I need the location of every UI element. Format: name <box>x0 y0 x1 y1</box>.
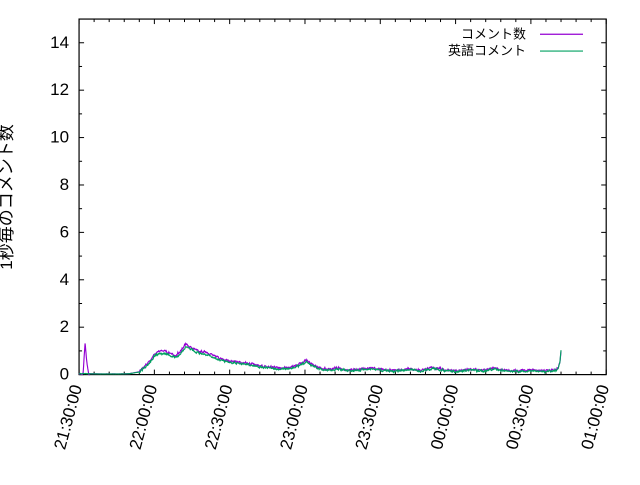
svg-text:英語コメント: 英語コメント <box>448 43 526 58</box>
svg-text:6: 6 <box>60 222 69 241</box>
svg-text:10: 10 <box>50 128 69 147</box>
svg-text:2: 2 <box>60 317 69 336</box>
svg-text:8: 8 <box>60 175 69 194</box>
svg-text:1秒毎のコメント数: 1秒毎のコメント数 <box>0 124 16 269</box>
svg-text:14: 14 <box>50 33 69 52</box>
svg-text:12: 12 <box>50 80 69 99</box>
svg-text:0: 0 <box>60 365 69 384</box>
svg-text:コメント数: コメント数 <box>461 26 526 41</box>
svg-text:4: 4 <box>60 270 69 289</box>
